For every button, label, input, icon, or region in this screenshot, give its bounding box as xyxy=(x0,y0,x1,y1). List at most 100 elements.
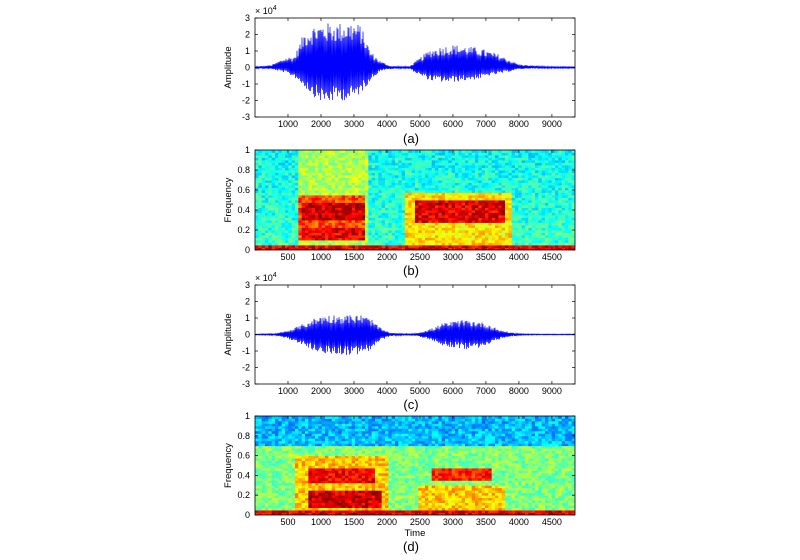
heatmap-cell xyxy=(341,202,346,206)
heatmap-cell xyxy=(471,242,476,246)
heatmap-cell xyxy=(345,497,349,501)
heatmap-cell xyxy=(448,212,453,216)
heatmap-cell xyxy=(555,165,559,168)
heatmap-cell xyxy=(391,187,396,191)
heatmap-cell xyxy=(508,492,513,496)
heatmap-cell xyxy=(311,237,316,241)
heatmap-cell xyxy=(528,500,533,504)
heatmap-cell xyxy=(428,167,433,171)
heatmap-cell xyxy=(458,507,463,511)
heatmap-cell xyxy=(285,202,289,206)
heatmap-cell xyxy=(255,235,259,238)
heatmap-cell xyxy=(255,155,259,158)
heatmap-cell xyxy=(481,175,486,178)
heatmap-cell xyxy=(558,165,563,168)
heatmap-cell xyxy=(448,512,453,515)
heatmap-cell xyxy=(368,215,373,218)
heatmap-cell xyxy=(325,175,329,178)
heatmap-cell xyxy=(315,215,319,218)
heatmap-cell xyxy=(295,187,299,191)
heatmap-cell xyxy=(468,152,473,156)
heatmap-cell xyxy=(255,177,259,181)
heatmap-cell xyxy=(511,497,516,501)
heatmap-cell xyxy=(481,490,486,494)
heatmap-cell xyxy=(545,497,549,501)
heatmap-cell xyxy=(285,227,289,231)
heatmap-cell xyxy=(401,217,406,221)
heatmap-cell xyxy=(298,225,303,228)
heatmap-cell xyxy=(491,155,496,158)
heatmap-cell xyxy=(338,162,343,166)
heatmap-cell xyxy=(301,227,306,231)
heatmap-cell xyxy=(495,157,499,161)
heatmap-cell xyxy=(465,512,469,515)
heatmap-cell xyxy=(485,177,489,181)
heatmap-cell xyxy=(278,497,283,501)
heatmap-cell xyxy=(381,495,386,499)
heatmap-cell xyxy=(428,230,433,233)
heatmap-cell xyxy=(548,245,553,248)
heatmap-cell xyxy=(565,220,569,223)
heatmap-cell xyxy=(518,192,523,196)
heatmap-cell xyxy=(351,495,356,499)
heatmap-cell xyxy=(461,172,466,176)
heatmap-cell xyxy=(368,210,373,213)
heatmap-cell xyxy=(535,497,539,501)
heatmap-cell xyxy=(425,150,429,153)
heatmap-cell xyxy=(478,237,483,241)
heatmap-cell xyxy=(361,245,366,248)
heatmap-cell xyxy=(545,215,549,218)
heatmap-cell xyxy=(335,165,339,168)
heatmap-cell xyxy=(348,212,353,216)
heatmap-cell xyxy=(355,205,359,208)
heatmap-cell xyxy=(375,505,379,508)
heatmap-cell xyxy=(465,505,469,508)
heatmap-cell xyxy=(385,217,389,221)
heatmap-cell xyxy=(321,195,326,198)
heatmap-cell xyxy=(275,510,279,513)
heatmap-cell xyxy=(415,222,419,226)
heatmap-cell xyxy=(508,507,513,511)
heatmap-cell xyxy=(315,505,319,508)
heatmap-cell xyxy=(351,197,356,201)
heatmap-cell xyxy=(501,172,506,176)
heatmap-cell xyxy=(491,172,496,176)
heatmap-cell xyxy=(355,177,359,181)
heatmap-cell xyxy=(448,225,453,228)
heatmap-cell xyxy=(555,505,559,508)
heatmap-cell xyxy=(461,235,466,238)
heatmap-cell xyxy=(531,187,536,191)
heatmap-cell xyxy=(261,182,266,186)
heatmap-cell xyxy=(415,235,419,238)
heatmap-cell xyxy=(465,220,469,223)
heatmap-cell xyxy=(378,170,383,173)
heatmap-cell xyxy=(505,495,509,499)
heatmap-cell xyxy=(505,497,509,501)
heatmap-cell xyxy=(478,500,483,504)
heatmap-cell xyxy=(511,510,516,513)
heatmap-cell xyxy=(491,200,496,203)
heatmap-cell xyxy=(485,492,489,496)
heatmap-cell xyxy=(305,207,309,211)
heatmap-cell xyxy=(331,167,336,171)
heatmap-cell xyxy=(571,157,575,161)
heatmap-cell xyxy=(405,500,409,504)
heatmap-cell xyxy=(361,200,366,203)
heatmap-cell xyxy=(395,232,399,236)
heatmap-cell xyxy=(295,167,299,171)
heatmap-cell xyxy=(268,172,273,176)
heatmap-cell xyxy=(398,160,403,163)
heatmap-cell xyxy=(385,190,389,193)
heatmap-cell xyxy=(338,202,343,206)
heatmap-cell xyxy=(351,225,356,228)
heatmap-cell xyxy=(321,507,326,511)
heatmap-cell xyxy=(375,195,379,198)
heatmap-cell xyxy=(441,215,446,218)
heatmap-cell xyxy=(305,227,309,231)
heatmap-cell xyxy=(525,230,529,233)
heatmap-cell xyxy=(401,172,406,176)
heatmap-cell xyxy=(271,500,276,504)
heatmap-cell xyxy=(325,215,329,218)
heatmap-cell xyxy=(441,200,446,203)
heatmap-cell xyxy=(331,502,336,506)
